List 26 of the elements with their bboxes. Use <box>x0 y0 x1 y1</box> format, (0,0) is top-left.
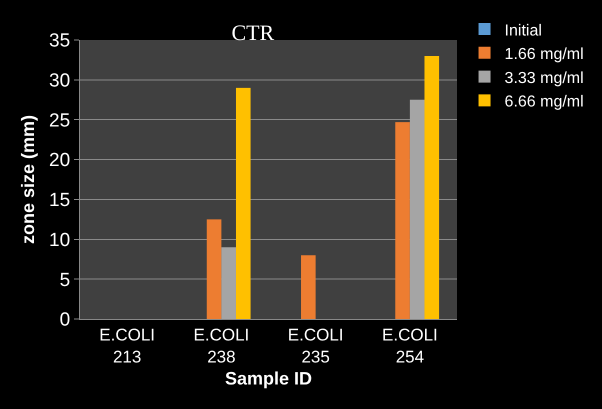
bar <box>221 247 236 319</box>
bar <box>410 100 424 319</box>
y-tick-label: 20 <box>49 150 70 172</box>
bar <box>395 122 410 319</box>
y-tick-label: 25 <box>49 110 70 132</box>
chart-title: CTR <box>231 20 275 45</box>
x-tick-label: E.COLI 238 <box>194 325 250 366</box>
y-tick-label: 15 <box>49 190 70 212</box>
y-tick-label: 30 <box>49 70 70 92</box>
legend-label: 6.66 mg/ml <box>504 94 584 111</box>
y-tick-label: 0 <box>60 310 70 331</box>
x-axis-title: Sample ID <box>224 368 312 388</box>
y-tick-label: 5 <box>60 270 70 291</box>
bar <box>301 255 316 319</box>
legend-label: 3.33 mg/ml <box>504 70 584 87</box>
legend-label: Initial <box>504 22 542 40</box>
bar <box>424 56 440 319</box>
x-tick-label: E.COLI 235 <box>288 325 344 366</box>
y-axis-title: zone size (mm) <box>18 114 38 244</box>
y-tick-label: 10 <box>49 230 70 251</box>
bar <box>206 219 222 319</box>
legend-label: 1.66 mg/ml <box>504 46 584 64</box>
x-tick-label: E.COLI 213 <box>99 325 156 366</box>
bar <box>236 88 251 319</box>
x-tick-label: E.COLI 254 <box>382 325 438 366</box>
y-tick-label: 35 <box>49 30 70 52</box>
